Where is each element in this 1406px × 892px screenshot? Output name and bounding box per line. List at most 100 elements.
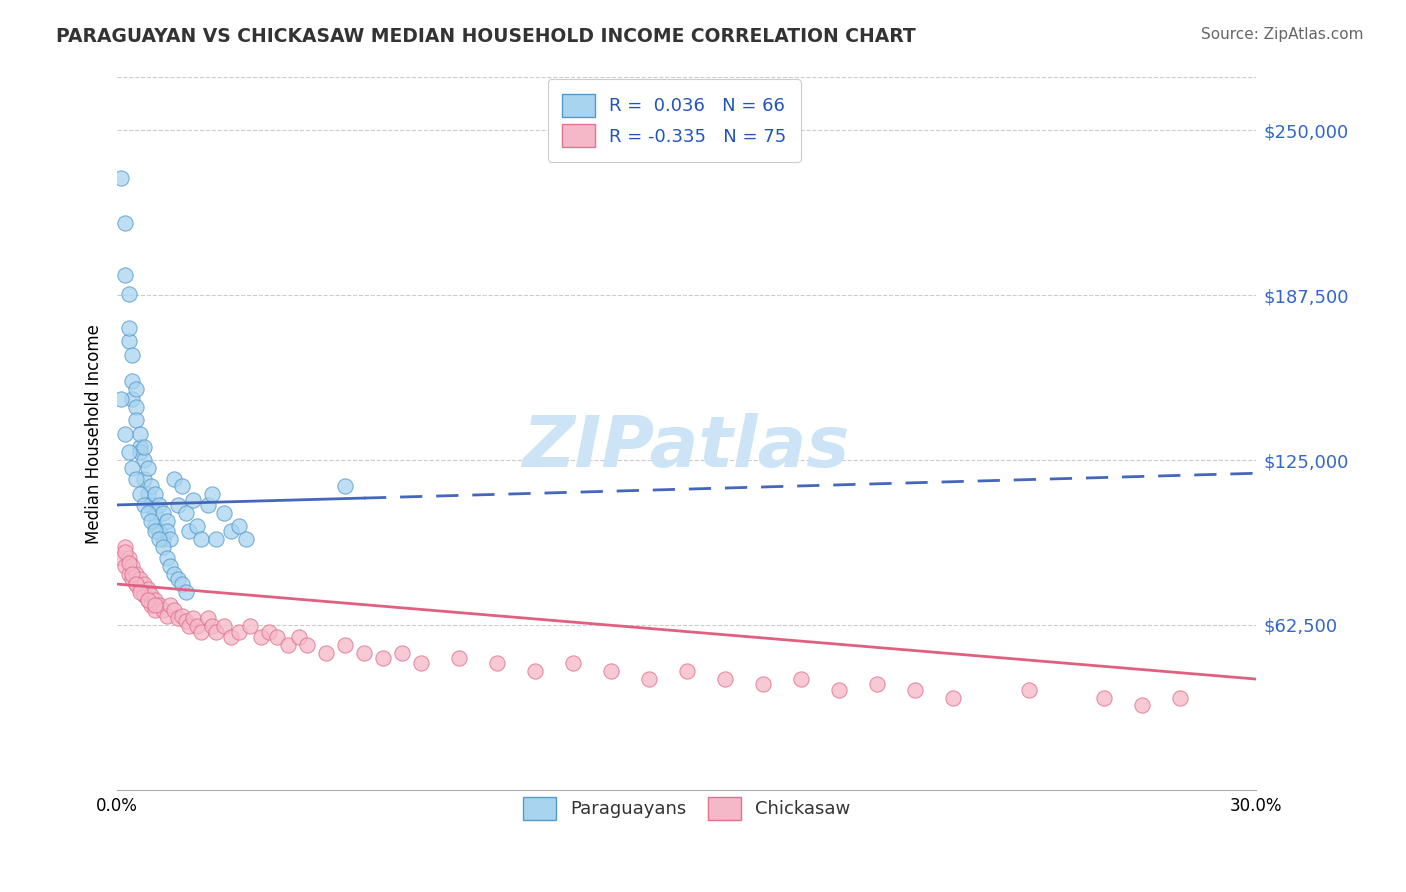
Point xyxy=(212,619,235,633)
Point xyxy=(141,514,163,528)
Point xyxy=(239,619,262,633)
Point xyxy=(125,566,148,581)
Point xyxy=(447,651,470,665)
Point xyxy=(129,426,152,441)
Point xyxy=(866,677,889,691)
Point xyxy=(136,582,159,597)
Point xyxy=(141,498,163,512)
Point xyxy=(219,630,242,644)
Point xyxy=(129,487,152,501)
Point xyxy=(159,558,181,573)
Point xyxy=(333,638,356,652)
Point xyxy=(143,603,166,617)
Point xyxy=(637,672,659,686)
Y-axis label: Median Household Income: Median Household Income xyxy=(86,324,103,543)
Point xyxy=(315,646,337,660)
Point xyxy=(148,533,170,547)
Point xyxy=(201,487,224,501)
Point xyxy=(277,638,299,652)
Point xyxy=(1132,698,1154,713)
Point xyxy=(114,268,136,283)
Point xyxy=(179,524,201,539)
Point xyxy=(117,334,139,349)
Point xyxy=(485,657,508,671)
Point xyxy=(155,524,177,539)
Point xyxy=(163,566,186,581)
Point xyxy=(181,611,204,625)
Point xyxy=(266,630,288,644)
Point xyxy=(148,524,170,539)
Point xyxy=(136,593,159,607)
Point xyxy=(129,440,152,454)
Point xyxy=(148,498,170,512)
Point xyxy=(143,598,166,612)
Point xyxy=(125,577,148,591)
Point xyxy=(155,514,177,528)
Point xyxy=(117,445,139,459)
Point xyxy=(132,498,155,512)
Point xyxy=(152,540,174,554)
Point xyxy=(152,603,174,617)
Point xyxy=(197,498,219,512)
Point xyxy=(121,566,143,581)
Point xyxy=(143,506,166,520)
Point xyxy=(143,487,166,501)
Point xyxy=(205,533,228,547)
Point xyxy=(114,545,136,559)
Point xyxy=(197,611,219,625)
Point xyxy=(179,619,201,633)
Point xyxy=(219,524,242,539)
Point xyxy=(391,646,413,660)
Point xyxy=(561,657,583,671)
Point xyxy=(143,524,166,539)
Point xyxy=(333,479,356,493)
Point xyxy=(136,593,159,607)
Point xyxy=(132,440,155,454)
Point xyxy=(117,321,139,335)
Point xyxy=(250,630,273,644)
Point xyxy=(1170,690,1192,705)
Point xyxy=(190,624,212,639)
Point xyxy=(117,550,139,565)
Point xyxy=(371,651,394,665)
Point xyxy=(121,392,143,407)
Point xyxy=(228,519,250,533)
Point xyxy=(114,216,136,230)
Point xyxy=(121,572,143,586)
Point xyxy=(163,603,186,617)
Point xyxy=(288,630,311,644)
Point xyxy=(132,588,155,602)
Point xyxy=(136,506,159,520)
Point xyxy=(353,646,375,660)
Point xyxy=(228,624,250,639)
Point xyxy=(125,382,148,396)
Point xyxy=(148,598,170,612)
Point xyxy=(132,471,155,485)
Point xyxy=(110,392,132,407)
Point xyxy=(174,614,197,628)
Point xyxy=(186,619,208,633)
Point xyxy=(170,608,193,623)
Point xyxy=(141,588,163,602)
Point xyxy=(114,540,136,554)
Text: Source: ZipAtlas.com: Source: ZipAtlas.com xyxy=(1201,27,1364,42)
Point xyxy=(125,413,148,427)
Point xyxy=(713,672,735,686)
Point xyxy=(1018,682,1040,697)
Point xyxy=(152,506,174,520)
Point xyxy=(121,558,143,573)
Point xyxy=(675,664,697,678)
Point xyxy=(235,533,257,547)
Point xyxy=(904,682,927,697)
Point xyxy=(186,519,208,533)
Point xyxy=(167,611,190,625)
Point xyxy=(152,533,174,547)
Point xyxy=(599,664,621,678)
Point xyxy=(114,426,136,441)
Point xyxy=(132,577,155,591)
Point xyxy=(201,619,224,633)
Point xyxy=(110,170,132,185)
Point xyxy=(827,682,849,697)
Text: ZIPatlas: ZIPatlas xyxy=(523,413,851,483)
Text: PARAGUAYAN VS CHICKASAW MEDIAN HOUSEHOLD INCOME CORRELATION CHART: PARAGUAYAN VS CHICKASAW MEDIAN HOUSEHOLD… xyxy=(56,27,915,45)
